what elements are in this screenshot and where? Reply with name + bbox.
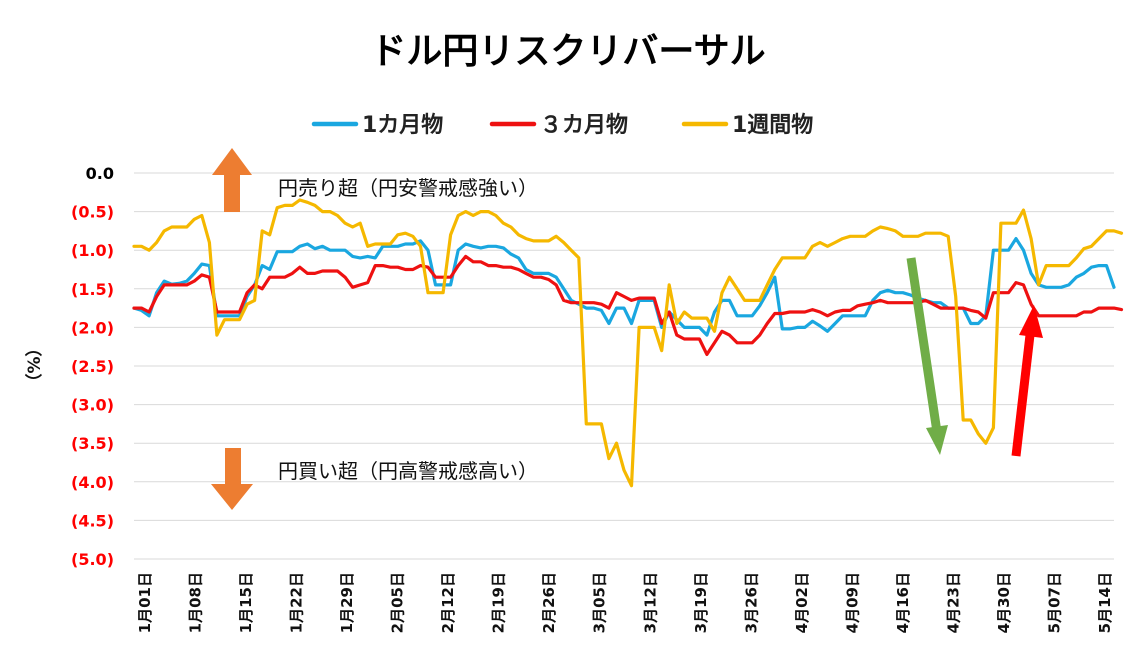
legend-label: 1週間物 (732, 112, 813, 138)
x-tick-label: 2月19日 (490, 572, 508, 633)
x-tick-label: 1月29日 (338, 572, 356, 633)
x-tick-label: 2月05日 (389, 572, 407, 633)
series-line-2 (132, 254, 1124, 356)
x-tick-label: 4月02日 (793, 572, 811, 633)
annotation-bottom: 円買い超（円高警戒感高い） (278, 459, 538, 483)
x-tick-label: 3月19日 (692, 572, 710, 633)
y-tick-label: (2.5) (71, 357, 114, 376)
x-tick-label: 3月26日 (742, 572, 760, 633)
up-arrow-icon (212, 148, 252, 212)
chart-title: ドル円リスクリバーサル (370, 31, 765, 72)
y-tick-label: (1.5) (71, 280, 114, 299)
y-tick-label: (4.5) (71, 511, 114, 530)
y-axis-label: （%） (24, 339, 45, 390)
y-tick-label: (0.5) (71, 203, 114, 222)
legend: 1カ月物 ３カ月物 1週間物 (311, 112, 813, 138)
legend-label: 1カ月物 (362, 112, 443, 138)
x-tick-label: 2月26日 (540, 572, 558, 633)
x-tick-label: 5月14日 (1096, 572, 1114, 633)
y-tick-label: (1.0) (71, 241, 114, 260)
x-tick-label: 4月09日 (843, 572, 861, 633)
series-line-3 (132, 198, 1124, 488)
x-tick-label: 2月12日 (439, 572, 457, 633)
x-tick-label: 5月07日 (1045, 572, 1063, 633)
x-axis-ticks: 1月01日 1月08日 1月15日 1月22日 1月29日 2月05日 2月12日 2月19日… (136, 572, 1114, 633)
down-arrow-icon (211, 448, 253, 510)
series-lines (132, 198, 1124, 488)
y-axis-ticks: 0.0 (0.5) (1.0) (1.5) (2.0) (2.5) (3.0) (3.5) (4… (71, 164, 114, 569)
annotation-top: 円売り超（円安警戒感強い） (278, 176, 538, 200)
gridlines (134, 172, 1114, 560)
x-tick-label: 4月23日 (944, 572, 962, 633)
x-tick-label: 1月08日 (187, 572, 205, 633)
x-tick-label: 4月30日 (995, 572, 1013, 633)
y-tick-label: (2.0) (71, 318, 114, 337)
series-line-1 (132, 237, 1116, 337)
y-tick-label: (4.0) (71, 473, 114, 492)
x-tick-label: 1月15日 (237, 572, 255, 633)
green-down-arrow-icon (906, 257, 948, 455)
x-tick-label: 1月01日 (136, 572, 154, 633)
y-tick-label: (3.0) (71, 396, 114, 415)
y-tick-label: (3.5) (71, 434, 114, 453)
x-tick-label: 4月16日 (894, 572, 912, 633)
legend-label: ３カ月物 (540, 112, 628, 138)
red-up-arrow-icon (1011, 305, 1043, 457)
x-tick-label: 3月12日 (641, 572, 659, 633)
x-tick-label: 1月22日 (288, 572, 306, 633)
y-tick-label: (5.0) (71, 550, 114, 569)
y-tick-label: 0.0 (86, 164, 114, 183)
x-tick-label: 3月05日 (591, 572, 609, 633)
